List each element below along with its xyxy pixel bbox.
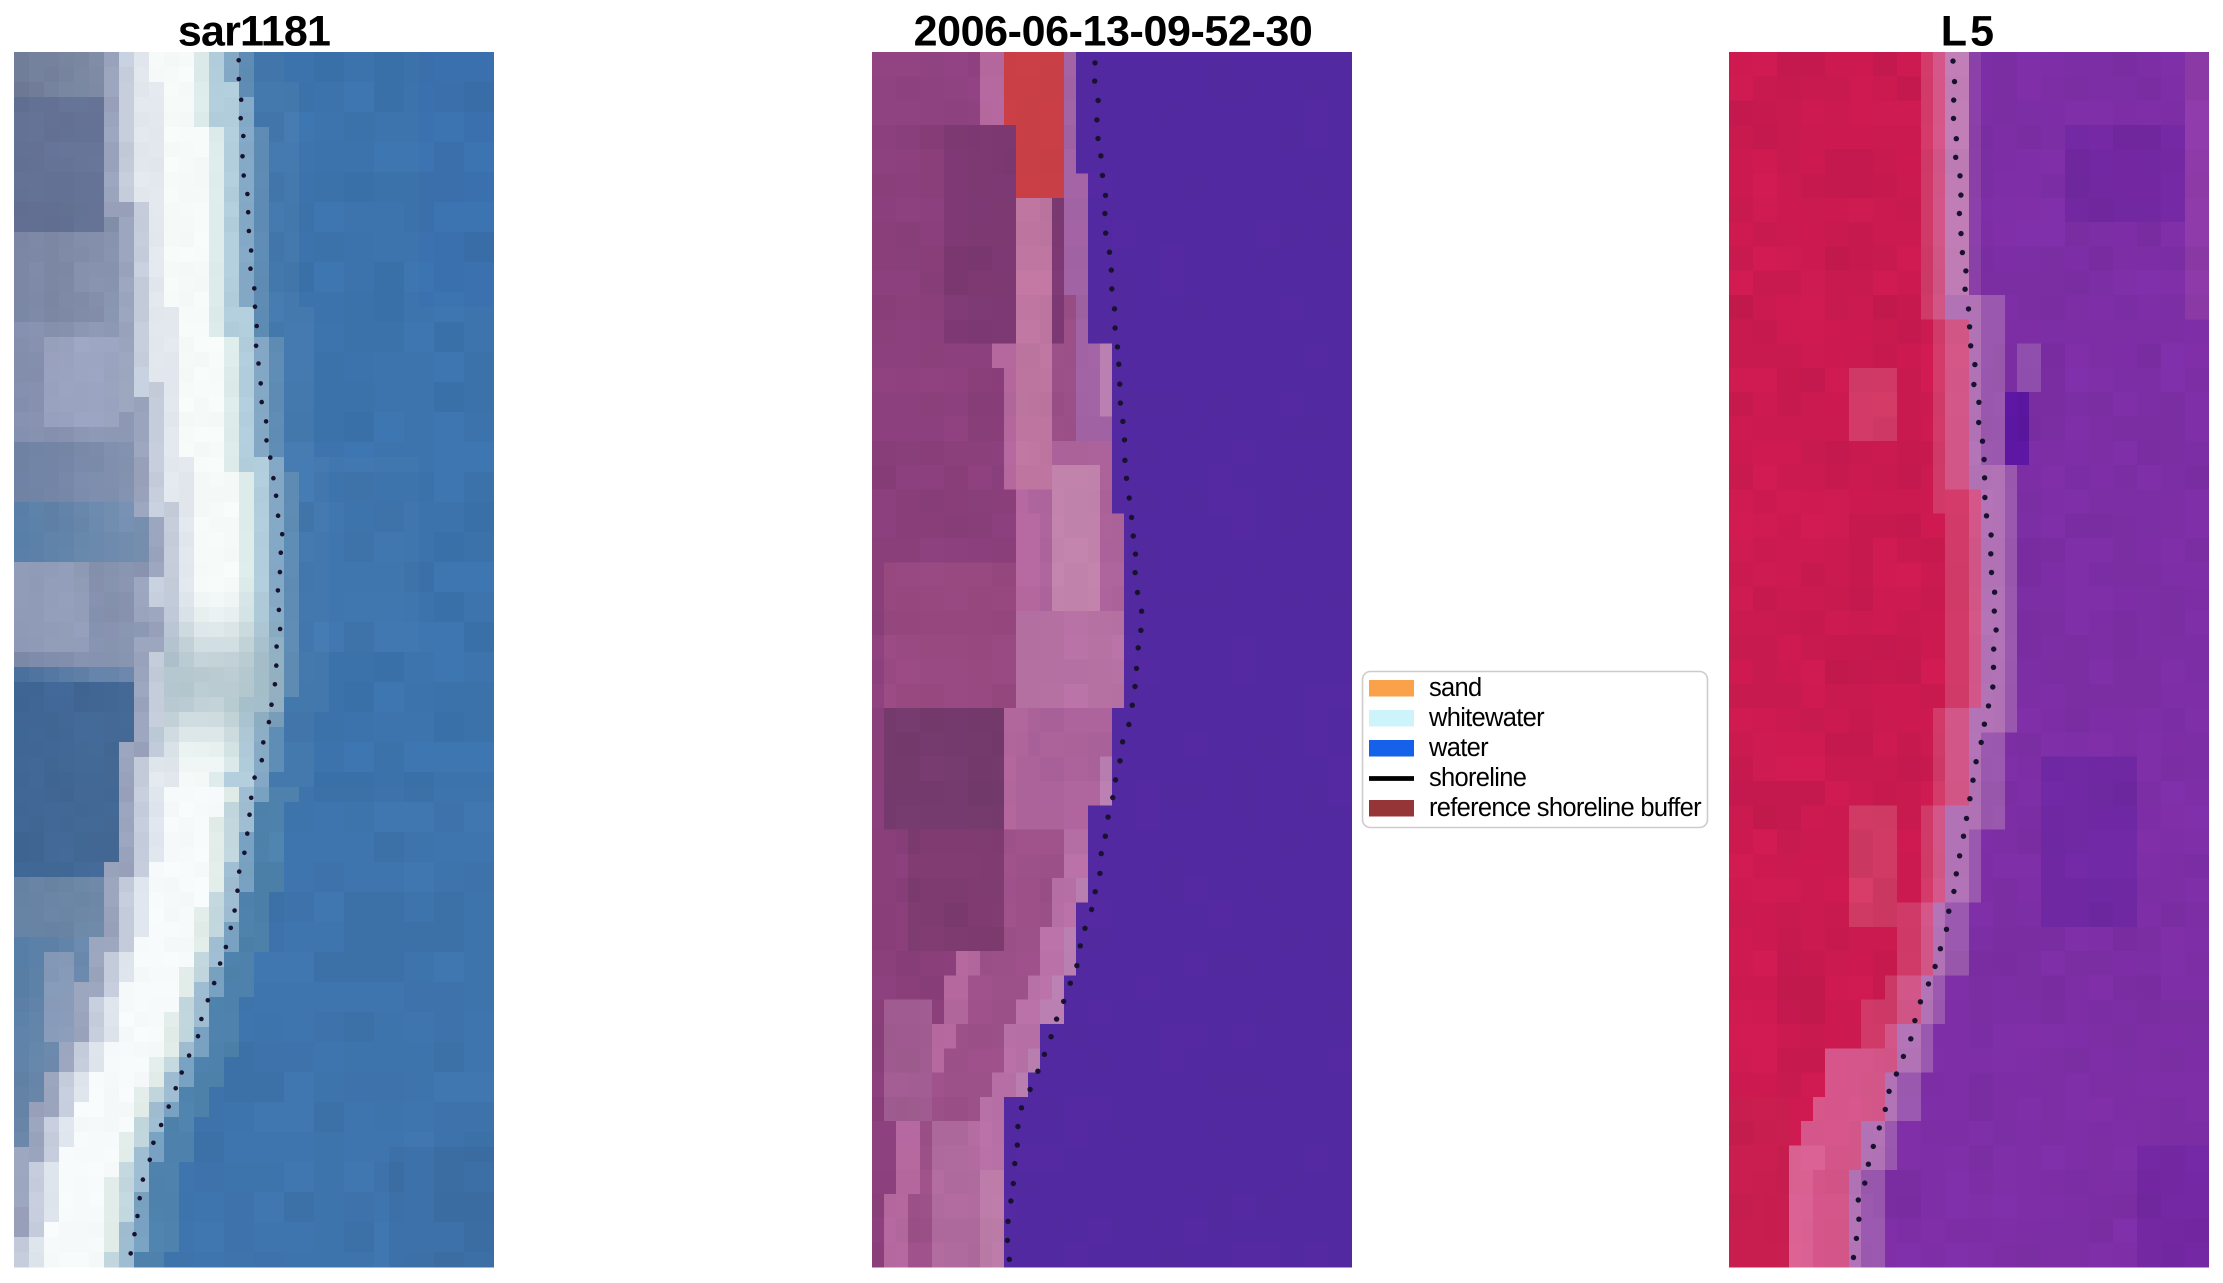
svg-text:water: water [1428, 734, 1489, 762]
svg-text:sar1181: sar1181 [178, 8, 330, 56]
svg-text:2006-06-13-09-52-30: 2006-06-13-09-52-30 [914, 8, 1313, 56]
svg-text:shoreline: shoreline [1429, 764, 1527, 792]
svg-text:sand: sand [1429, 674, 1482, 702]
svg-text:whitewater: whitewater [1428, 704, 1545, 732]
svg-text:reference shoreline buffer: reference shoreline buffer [1429, 794, 1702, 822]
svg-text:L5: L5 [1941, 8, 1998, 56]
